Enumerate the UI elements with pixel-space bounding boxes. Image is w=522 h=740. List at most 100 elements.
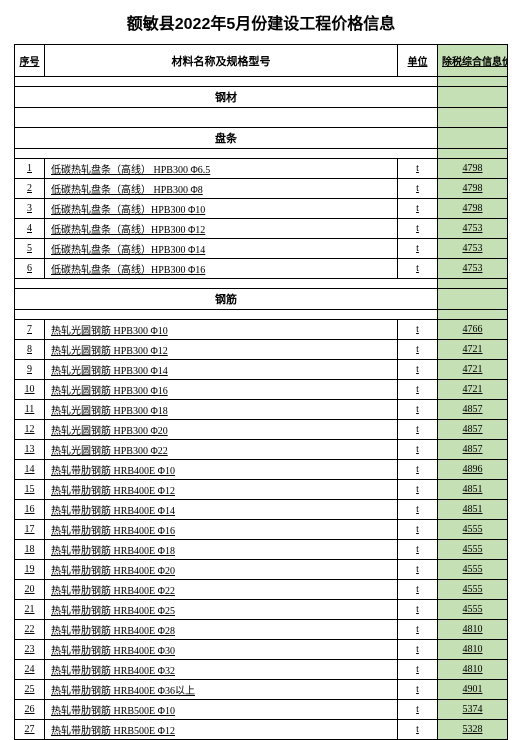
cell-price: 4857 (438, 440, 508, 460)
cell-name: 热轧带肋钢筋 HRB500E Φ12 (45, 720, 398, 740)
spacer-row (15, 77, 508, 87)
cell-price: 4901 (438, 680, 508, 700)
cell-unit: t (398, 400, 438, 420)
cell-price: 4766 (438, 320, 508, 340)
table-row: 20热轧带肋钢筋 HRB400E Φ22t4555 (15, 580, 508, 600)
cell-price: 4753 (438, 239, 508, 259)
cell-price: 5374 (438, 700, 508, 720)
cell-index: 22 (15, 620, 45, 640)
th-price: 除税综合信息价 (438, 45, 508, 77)
section-header: 钢材 (15, 87, 508, 108)
cell-unit: t (398, 560, 438, 580)
table-row: 15热轧带肋钢筋 HRB400E Φ12t4851 (15, 480, 508, 500)
cell-price: 4555 (438, 540, 508, 560)
cell-name: 低碳热轧盘条（高线）HPB300 Φ10 (45, 199, 398, 219)
cell-unit: t (398, 480, 438, 500)
cell-index: 6 (15, 259, 45, 279)
cell-index: 27 (15, 720, 45, 740)
table-row: 26热轧带肋钢筋 HRB500E Φ10t5374 (15, 700, 508, 720)
cell-price: 4851 (438, 500, 508, 520)
cell-index: 19 (15, 560, 45, 580)
table-header-row: 序号 材料名称及规格型号 单位 除税综合信息价 (15, 45, 508, 77)
section-header: 盘条 (15, 128, 508, 149)
cell-name: 热轧光圆钢筋 HPB300 Φ12 (45, 340, 398, 360)
cell-unit: t (398, 720, 438, 740)
cell-unit: t (398, 540, 438, 560)
cell-unit: t (398, 219, 438, 239)
section-price-empty (438, 87, 508, 108)
cell-price: 4721 (438, 360, 508, 380)
cell-name: 热轧带肋钢筋 HRB400E Φ22 (45, 580, 398, 600)
table-row: 11热轧光圆钢筋 HPB300 Φ18t4857 (15, 400, 508, 420)
table-row: 18热轧带肋钢筋 HRB400E Φ18t4555 (15, 540, 508, 560)
cell-price: 4555 (438, 580, 508, 600)
cell-name: 热轧带肋钢筋 HRB400E Φ25 (45, 600, 398, 620)
cell-unit: t (398, 620, 438, 640)
section-price-empty (438, 289, 508, 310)
cell-index: 8 (15, 340, 45, 360)
table-row: 8热轧光圆钢筋 HPB300 Φ12t4721 (15, 340, 508, 360)
page-title: 额敏县2022年5月份建设工程价格信息 (14, 10, 508, 34)
cell-index: 2 (15, 179, 45, 199)
spacer-row (15, 279, 508, 289)
cell-index: 20 (15, 580, 45, 600)
cell-price: 5328 (438, 720, 508, 740)
cell-price: 4753 (438, 259, 508, 279)
cell-index: 21 (15, 600, 45, 620)
cell-name: 热轧带肋钢筋 HRB400E Φ10 (45, 460, 398, 480)
table-row: 19热轧带肋钢筋 HRB400E Φ20t4555 (15, 560, 508, 580)
cell-name: 低碳热轧盘条（高线）HPB300 Φ14 (45, 239, 398, 259)
cell-name: 热轧光圆钢筋 HPB300 Φ20 (45, 420, 398, 440)
cell-name: 热轧带肋钢筋 HRB400E Φ36以上 (45, 680, 398, 700)
cell-price: 4721 (438, 340, 508, 360)
cell-unit: t (398, 520, 438, 540)
spacer-row (15, 149, 508, 159)
cell-index: 16 (15, 500, 45, 520)
cell-unit: t (398, 380, 438, 400)
table-row: 12热轧光圆钢筋 HPB300 Φ20t4857 (15, 420, 508, 440)
table-row: 2低碳热轧盘条（高线） HPB300 Φ8t4798 (15, 179, 508, 199)
table-row: 21热轧带肋钢筋 HRB400E Φ25t4555 (15, 600, 508, 620)
th-index: 序号 (15, 45, 45, 77)
table-row: 22热轧带肋钢筋 HRB400E Φ28t4810 (15, 620, 508, 640)
cell-index: 18 (15, 540, 45, 560)
cell-name: 热轧带肋钢筋 HRB400E Φ18 (45, 540, 398, 560)
cell-price: 4721 (438, 380, 508, 400)
cell-unit: t (398, 500, 438, 520)
cell-name: 热轧带肋钢筋 HRB400E Φ20 (45, 560, 398, 580)
cell-unit: t (398, 320, 438, 340)
section-label: 钢筋 (15, 289, 438, 310)
cell-unit: t (398, 460, 438, 480)
table-row: 7热轧光圆钢筋 HPB300 Φ10t4766 (15, 320, 508, 340)
cell-index: 17 (15, 520, 45, 540)
cell-index: 13 (15, 440, 45, 460)
cell-price: 4555 (438, 560, 508, 580)
th-name: 材料名称及规格型号 (45, 45, 398, 77)
cell-index: 5 (15, 239, 45, 259)
table-row: 16热轧带肋钢筋 HRB400E Φ14t4851 (15, 500, 508, 520)
cell-price: 4857 (438, 400, 508, 420)
cell-index: 11 (15, 400, 45, 420)
cell-index: 10 (15, 380, 45, 400)
table-row: 10热轧光圆钢筋 HPB300 Φ16t4721 (15, 380, 508, 400)
table-row: 6低碳热轧盘条（高线）HPB300 Φ16t4753 (15, 259, 508, 279)
cell-unit: t (398, 340, 438, 360)
cell-price: 4896 (438, 460, 508, 480)
cell-unit: t (398, 420, 438, 440)
table-row: 5低碳热轧盘条（高线）HPB300 Φ14t4753 (15, 239, 508, 259)
cell-name: 热轧带肋钢筋 HRB500E Φ10 (45, 700, 398, 720)
table-row: 3低碳热轧盘条（高线）HPB300 Φ10t4798 (15, 199, 508, 219)
cell-unit: t (398, 179, 438, 199)
cell-unit: t (398, 600, 438, 620)
cell-price: 4555 (438, 520, 508, 540)
cell-name: 热轧光圆钢筋 HPB300 Φ16 (45, 380, 398, 400)
cell-index: 25 (15, 680, 45, 700)
cell-name: 热轧带肋钢筋 HRB400E Φ12 (45, 480, 398, 500)
cell-unit: t (398, 660, 438, 680)
cell-index: 15 (15, 480, 45, 500)
cell-unit: t (398, 580, 438, 600)
cell-name: 热轧带肋钢筋 HRB400E Φ28 (45, 620, 398, 640)
table-row: 4低碳热轧盘条（高线）HPB300 Φ12t4753 (15, 219, 508, 239)
cell-name: 热轧光圆钢筋 HPB300 Φ22 (45, 440, 398, 460)
cell-name: 低碳热轧盘条（高线） HPB300 Φ6.5 (45, 159, 398, 179)
